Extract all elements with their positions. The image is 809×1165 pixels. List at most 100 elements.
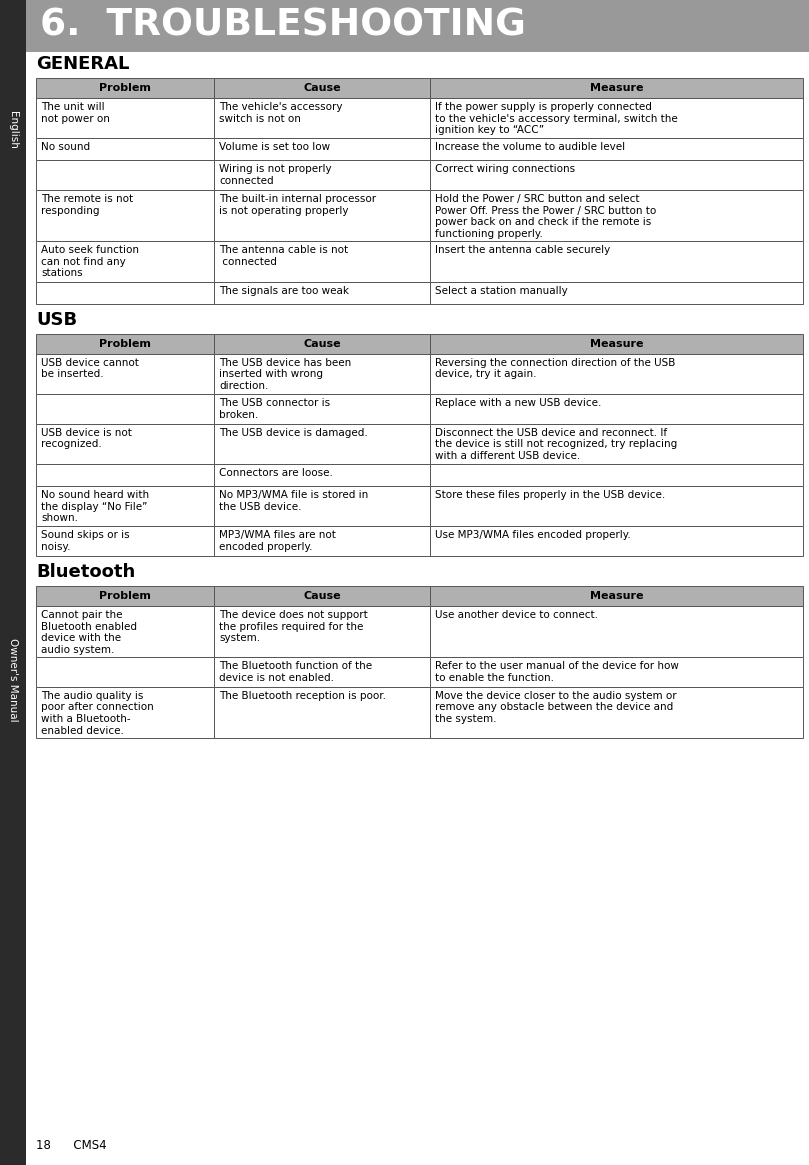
Text: Problem: Problem <box>99 339 151 348</box>
Bar <box>430 527 803 556</box>
Text: English: English <box>8 111 18 149</box>
Bar <box>36 161 214 190</box>
Bar <box>36 139 214 161</box>
Text: Cause: Cause <box>303 83 341 93</box>
Text: USB device cannot
be inserted.: USB device cannot be inserted. <box>41 358 139 379</box>
Text: Connectors are loose.: Connectors are loose. <box>219 468 332 478</box>
Text: MP3/WMA files are not
encoded properly.: MP3/WMA files are not encoded properly. <box>219 530 336 552</box>
Text: Use another device to connect.: Use another device to connect. <box>435 610 598 620</box>
Bar <box>36 657 214 687</box>
Bar <box>36 190 214 241</box>
Bar <box>214 98 430 139</box>
Bar <box>430 139 803 161</box>
Text: Refer to the user manual of the device for how
to enable the function.: Refer to the user manual of the device f… <box>435 662 679 683</box>
Bar <box>430 161 803 190</box>
Text: Bluetooth: Bluetooth <box>36 563 135 581</box>
Text: Cause: Cause <box>303 591 341 601</box>
Bar <box>430 333 803 354</box>
Text: The Bluetooth reception is poor.: The Bluetooth reception is poor. <box>219 691 386 701</box>
Text: Replace with a new USB device.: Replace with a new USB device. <box>435 398 602 408</box>
Bar <box>214 333 430 354</box>
Text: Cause: Cause <box>303 339 341 348</box>
Text: The vehicle's accessory
switch is not on: The vehicle's accessory switch is not on <box>219 103 342 123</box>
Bar <box>214 606 430 657</box>
Bar <box>214 394 430 424</box>
Bar <box>430 464 803 486</box>
Text: USB: USB <box>36 311 77 329</box>
Bar <box>36 464 214 486</box>
Bar <box>214 586 430 606</box>
Text: Volume is set too low: Volume is set too low <box>219 142 330 153</box>
Bar <box>214 139 430 161</box>
Text: Owner's Manual: Owner's Manual <box>8 638 18 722</box>
Text: 6.  TROUBLESHOOTING: 6. TROUBLESHOOTING <box>40 8 526 44</box>
Text: Measure: Measure <box>590 83 643 93</box>
Bar <box>36 282 214 304</box>
Text: No sound: No sound <box>41 142 90 153</box>
Bar <box>26 0 809 52</box>
Text: The remote is not
responding: The remote is not responding <box>41 195 133 216</box>
Bar <box>430 687 803 737</box>
Text: Problem: Problem <box>99 83 151 93</box>
Text: The built-in internal processor
is not operating properly: The built-in internal processor is not o… <box>219 195 376 216</box>
Bar <box>430 657 803 687</box>
Bar <box>36 333 214 354</box>
Text: The signals are too weak: The signals are too weak <box>219 285 349 296</box>
Bar <box>36 586 214 606</box>
Bar <box>430 78 803 98</box>
Text: The antenna cable is not
 connected: The antenna cable is not connected <box>219 245 348 267</box>
Text: Disconnect the USB device and reconnect. If
the device is still not recognized, : Disconnect the USB device and reconnect.… <box>435 428 677 461</box>
Bar <box>214 78 430 98</box>
Text: If the power supply is properly connected
to the vehicle's accessory terminal, s: If the power supply is properly connecte… <box>435 103 678 135</box>
Bar <box>36 486 214 527</box>
Text: Store these files properly in the USB device.: Store these files properly in the USB de… <box>435 490 666 500</box>
Text: No MP3/WMA file is stored in
the USB device.: No MP3/WMA file is stored in the USB dev… <box>219 490 368 511</box>
Text: The audio quality is
poor after connection
with a Bluetooth-
enabled device.: The audio quality is poor after connecti… <box>41 691 154 735</box>
Text: Cannot pair the
Bluetooth enabled
device with the
audio system.: Cannot pair the Bluetooth enabled device… <box>41 610 137 655</box>
Text: Sound skips or is
noisy.: Sound skips or is noisy. <box>41 530 129 552</box>
Text: The Bluetooth function of the
device is not enabled.: The Bluetooth function of the device is … <box>219 662 372 683</box>
Text: Problem: Problem <box>99 591 151 601</box>
Text: The USB connector is
broken.: The USB connector is broken. <box>219 398 330 419</box>
Bar <box>430 394 803 424</box>
Bar <box>214 241 430 282</box>
Bar <box>36 424 214 464</box>
Bar <box>36 354 214 394</box>
Text: Move the device closer to the audio system or
remove any obstacle between the de: Move the device closer to the audio syst… <box>435 691 677 723</box>
Bar <box>36 98 214 139</box>
Bar <box>430 486 803 527</box>
Bar <box>214 424 430 464</box>
Bar <box>430 424 803 464</box>
Bar <box>214 527 430 556</box>
Bar <box>214 657 430 687</box>
Text: The USB device has been
inserted with wrong
direction.: The USB device has been inserted with wr… <box>219 358 351 390</box>
Bar <box>430 586 803 606</box>
Text: The USB device is damaged.: The USB device is damaged. <box>219 428 368 438</box>
Text: Wiring is not properly
connected: Wiring is not properly connected <box>219 164 332 186</box>
Text: Reversing the connection direction of the USB
device, try it again.: Reversing the connection direction of th… <box>435 358 676 379</box>
Text: Measure: Measure <box>590 339 643 348</box>
Bar <box>36 527 214 556</box>
Text: Auto seek function
can not find any
stations: Auto seek function can not find any stat… <box>41 245 139 278</box>
Text: No sound heard with
the display “No File”
shown.: No sound heard with the display “No File… <box>41 490 149 523</box>
Text: Increase the volume to audible level: Increase the volume to audible level <box>435 142 625 153</box>
Bar <box>214 354 430 394</box>
Text: 18      CMS4: 18 CMS4 <box>36 1139 107 1152</box>
Text: Insert the antenna cable securely: Insert the antenna cable securely <box>435 245 611 255</box>
Text: Correct wiring connections: Correct wiring connections <box>435 164 575 175</box>
Bar <box>214 464 430 486</box>
Bar <box>430 98 803 139</box>
Bar <box>36 394 214 424</box>
Bar <box>0 0 26 1165</box>
Bar <box>36 606 214 657</box>
Bar <box>430 190 803 241</box>
Bar <box>214 486 430 527</box>
Text: Measure: Measure <box>590 591 643 601</box>
Bar <box>430 606 803 657</box>
Bar <box>214 687 430 737</box>
Bar <box>36 687 214 737</box>
Text: The device does not support
the profiles required for the
system.: The device does not support the profiles… <box>219 610 368 643</box>
Text: The unit will
not power on: The unit will not power on <box>41 103 110 123</box>
Text: Select a station manually: Select a station manually <box>435 285 568 296</box>
Bar <box>430 241 803 282</box>
